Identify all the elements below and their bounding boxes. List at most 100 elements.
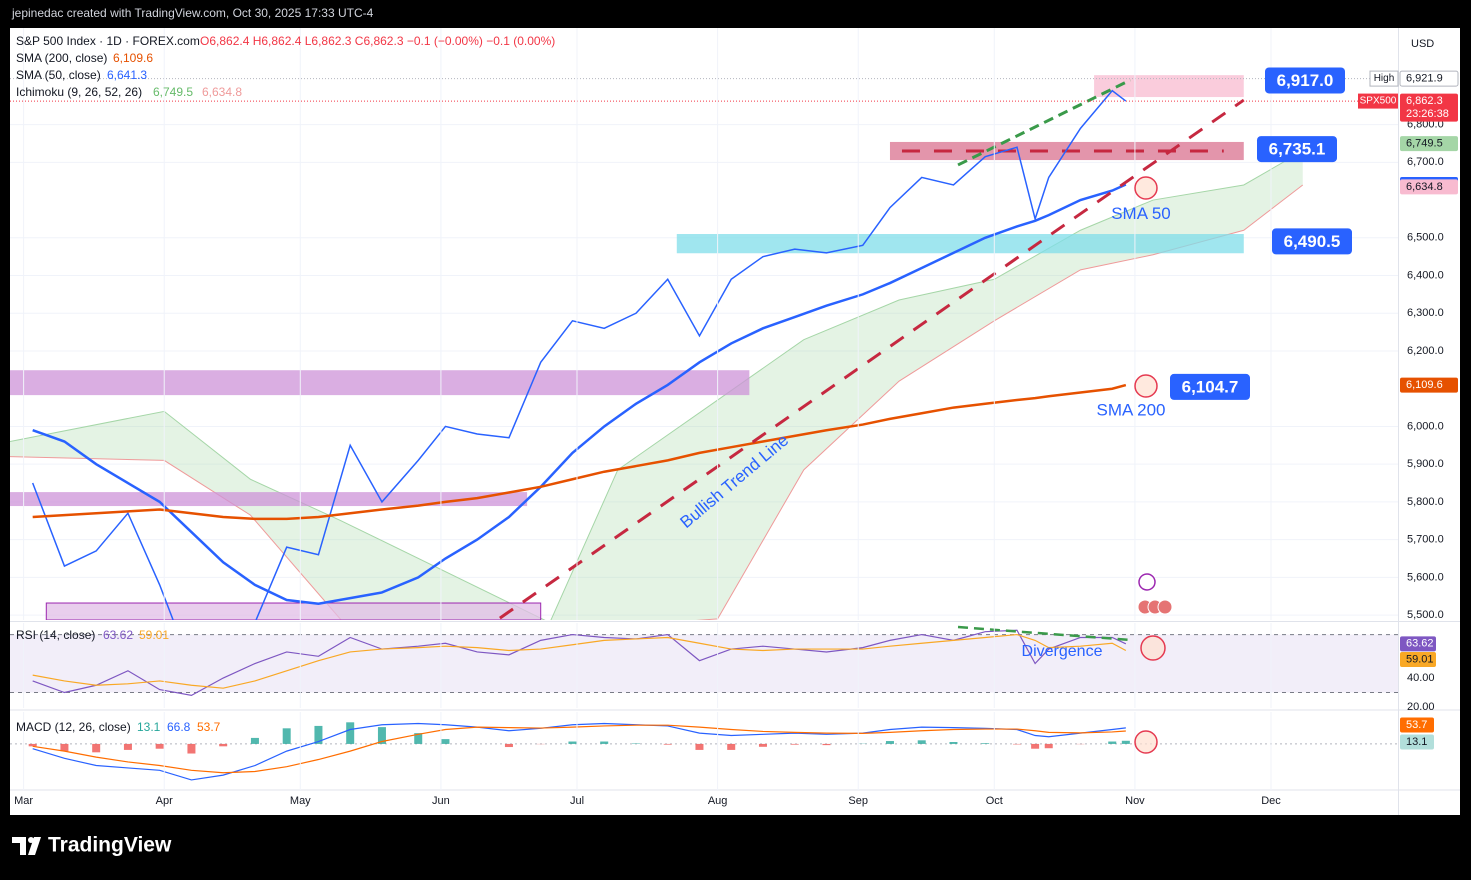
x-tick-label: Mar <box>14 795 33 807</box>
y-tick-label: 6,700.0 <box>1407 156 1444 168</box>
axis-badge-text: 63.62 <box>1406 638 1434 650</box>
y-tick-label: 5,700.0 <box>1407 534 1444 546</box>
axis-badge-text: 6,634.8 <box>1406 181 1443 193</box>
histogram-bar <box>251 738 259 744</box>
legend-value: 6,109.6 <box>113 51 153 65</box>
zone <box>46 603 540 620</box>
y-tick-label: 6,000.0 <box>1407 420 1444 432</box>
axis-badge-text: 6,862.3 <box>1406 95 1443 107</box>
axis-badge-time: 23:26:38 <box>1406 108 1449 120</box>
histogram-bar <box>1031 744 1039 749</box>
legend-value: 13.1 <box>137 720 161 734</box>
histogram-bar <box>29 744 37 746</box>
x-tick-label: Jun <box>432 795 450 807</box>
currency-label: USD <box>1411 38 1434 50</box>
histogram-bar <box>822 744 830 745</box>
axis-badge-tag-text: High <box>1374 73 1395 84</box>
price-badge-text: 6,917.0 <box>1277 71 1334 90</box>
event-icon <box>1139 574 1155 590</box>
y-tick-label: 5,500.0 <box>1407 609 1444 621</box>
x-tick-label: Oct <box>986 795 1003 807</box>
histogram-bar <box>949 742 957 744</box>
legend-name: MACD (12, 26, close) <box>16 720 131 734</box>
histogram-bar <box>124 744 132 750</box>
legend-value: 63.62 <box>103 628 133 642</box>
sma-label: SMA 200 <box>1097 401 1166 420</box>
histogram-bar <box>918 740 926 744</box>
histogram-bar <box>505 744 513 747</box>
y-tick-label: 40.00 <box>1407 672 1435 684</box>
histogram-bar <box>92 744 100 752</box>
highlight-circle <box>1135 177 1157 199</box>
price-badge-text: 6,490.5 <box>1284 232 1341 251</box>
y-tick-label: 5,600.0 <box>1407 571 1444 583</box>
legend-name: RSI (14, close) <box>16 628 95 642</box>
y-tick-label: 5,800.0 <box>1407 496 1444 508</box>
footer-brand: TradingView <box>48 834 172 857</box>
legend-value: 6,634.8 <box>202 85 242 99</box>
legend-value: 6,641.3 <box>107 68 147 82</box>
y-tick-label: 6,200.0 <box>1407 345 1444 357</box>
y-tick-label: 6,500.0 <box>1407 232 1444 244</box>
legend-value: 53.7 <box>197 720 221 734</box>
histogram-bar <box>1122 741 1130 744</box>
rsi-pane <box>10 627 1398 695</box>
histogram-bar <box>886 741 894 744</box>
price-badge-text: 6,104.7 <box>1182 377 1239 396</box>
legend-title: S&P 500 Index · 1D · FOREX.com <box>16 34 200 48</box>
histogram-bar <box>600 742 608 744</box>
legend-ohlc: O6,862.4 H6,862.4 L6,862.3 C6,862.3 −0.1… <box>200 34 555 48</box>
axis-badge-tag-text: SPX500 <box>1360 96 1397 107</box>
price-badge-text: 6,735.1 <box>1269 140 1326 159</box>
histogram-bar <box>759 744 767 747</box>
histogram-bar <box>664 744 672 745</box>
histogram-bar <box>441 739 449 744</box>
x-tick-label: Jul <box>570 795 584 807</box>
histogram-bar <box>791 744 799 745</box>
histogram-bar <box>695 744 703 750</box>
highlight-circle <box>1135 375 1157 397</box>
histogram-bar <box>219 744 227 746</box>
y-tick-label: 6,400.0 <box>1407 269 1444 281</box>
legend-name: SMA (200, close) <box>16 51 107 65</box>
histogram-bar <box>346 722 354 744</box>
histogram-bar <box>1108 742 1116 744</box>
histogram-bar <box>1045 744 1053 748</box>
legend-value: 66.8 <box>167 720 191 734</box>
axis-badge-text: 6,109.6 <box>1406 379 1443 391</box>
logo-dot <box>28 837 34 843</box>
axis-badge-text: 13.1 <box>1406 736 1427 748</box>
x-tick-label: May <box>290 795 311 807</box>
y-tick-label: 5,900.0 <box>1407 458 1444 470</box>
legend-value: 6,749.5 <box>153 85 193 99</box>
highlight-circle <box>1141 636 1165 660</box>
histogram-bar <box>727 744 735 750</box>
divergence-label: Divergence <box>1022 643 1103 660</box>
histogram-bar <box>187 744 195 754</box>
axis-badge-text: 53.7 <box>1406 719 1427 731</box>
histogram-bar <box>568 742 576 744</box>
rsi-band <box>10 635 1398 693</box>
x-tick-label: Sep <box>848 795 868 807</box>
axis-badge-text: 6,749.5 <box>1406 138 1443 150</box>
x-tick-label: Dec <box>1261 795 1281 807</box>
axis-badge-text: 6,921.9 <box>1406 73 1443 85</box>
legend-name: SMA (50, close) <box>16 68 101 82</box>
x-tick-label: Apr <box>156 795 173 807</box>
histogram-bar <box>283 728 291 744</box>
zone <box>10 492 527 506</box>
axis-badge-text: 59.01 <box>1406 653 1434 665</box>
highlight-circle <box>1135 731 1157 753</box>
x-tick-label: Nov <box>1125 795 1145 807</box>
legend-name: Ichimoku (9, 26, 52, 26) <box>16 85 142 99</box>
y-tick-label: 6,300.0 <box>1407 307 1444 319</box>
zone <box>10 370 749 395</box>
header-text: jepinedac created with TradingView.com, … <box>11 6 374 20</box>
event-icon <box>1158 600 1172 614</box>
histogram-bar <box>156 744 164 749</box>
histogram-bar <box>981 743 989 744</box>
y-tick-label: 20.00 <box>1407 701 1435 713</box>
